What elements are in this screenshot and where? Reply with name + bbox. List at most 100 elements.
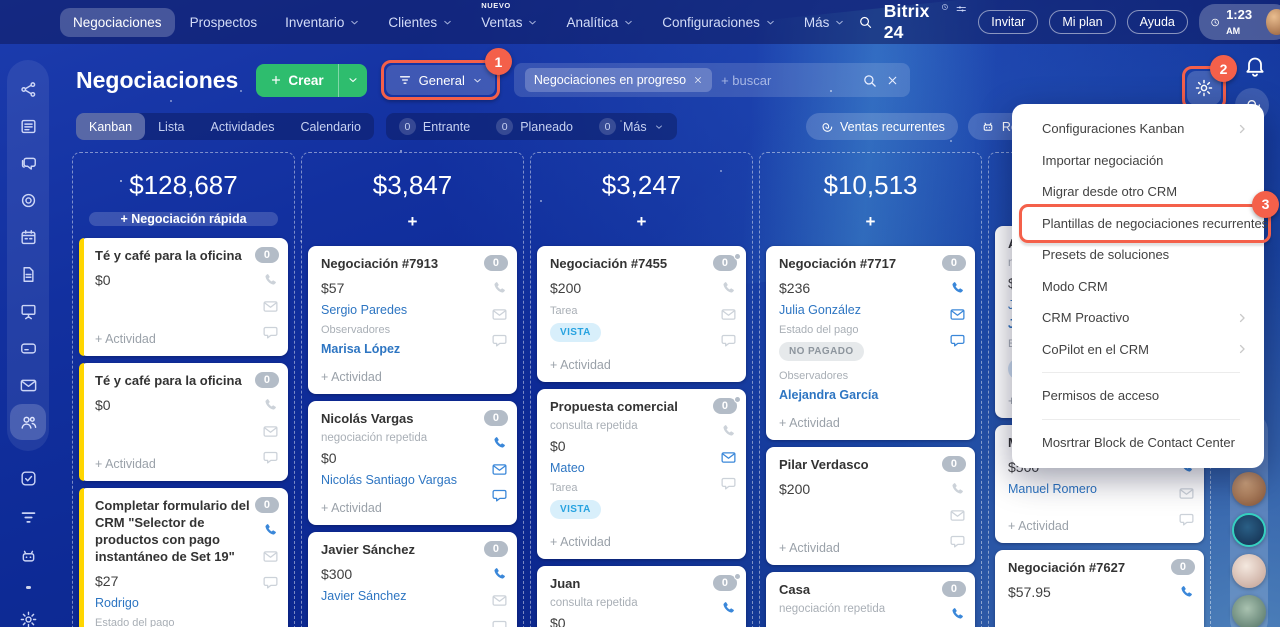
nav-inventario[interactable]: Inventario: [272, 8, 373, 37]
mail-icon[interactable]: [720, 449, 737, 466]
toolbar-ventas-recurrentes[interactable]: Ventas recurrentes: [806, 113, 958, 140]
deal-card[interactable]: Negociación #7455 $200 Tarea VISTA + Activid…: [537, 246, 746, 382]
menu-item-presets-de-soluciones[interactable]: Presets de soluciones: [1012, 239, 1264, 271]
add-activity-link[interactable]: + Actividad: [779, 540, 840, 555]
nav-analitica[interactable]: Analítica: [553, 8, 647, 37]
deal-card[interactable]: Nicolás Vargas negociación repetida $0 Nico…: [308, 400, 517, 525]
tab-lista[interactable]: Lista: [145, 113, 197, 140]
create-deal-button[interactable]: Crear: [256, 63, 367, 97]
menu-item-crm-proactivo[interactable]: CRM Proactivo: [1012, 302, 1264, 334]
search-icon[interactable]: [858, 13, 872, 31]
deal-card[interactable]: Javier Sánchez $300 Javier Sánchez 0: [308, 531, 517, 627]
mail-icon[interactable]: [491, 306, 508, 323]
add-activity-link[interactable]: + Actividad: [779, 415, 840, 430]
contact-link[interactable]: Nicolás Santiago Vargas: [321, 472, 457, 487]
help-button[interactable]: Ayuda: [1126, 10, 1188, 34]
deal-card[interactable]: Pilar Verdasco $200 + Actividad 0: [766, 446, 975, 565]
nav-clientes[interactable]: Clientes: [375, 8, 466, 37]
contact-link[interactable]: J: [1008, 317, 1168, 331]
sidebar-item-board[interactable]: [10, 293, 46, 329]
sidebar-item-document[interactable]: [10, 256, 46, 292]
sidebar-item-drive[interactable]: [10, 330, 46, 366]
nav-mas[interactable]: Más: [791, 8, 859, 37]
mail-icon[interactable]: [262, 298, 279, 315]
deal-card[interactable]: Té y café para la oficina $0 + Actividad 0: [79, 238, 288, 356]
quick-add-button[interactable]: +: [865, 212, 876, 231]
quick-deal-button[interactable]: + Negociación rápida: [89, 212, 278, 226]
sidebar-item-calendar[interactable]: [10, 219, 46, 255]
notifications-bell-icon[interactable]: [1243, 54, 1267, 78]
sidebar-item-funnel[interactable]: [10, 499, 46, 535]
chat-icon[interactable]: [491, 618, 508, 627]
phone-icon[interactable]: [1178, 584, 1195, 601]
sidebar-item-tasks[interactable]: [10, 460, 46, 496]
time-tracker-button[interactable]: 1:23 AM: [1198, 4, 1280, 40]
chat-icon[interactable]: [491, 332, 508, 349]
sidebar-item-chat2[interactable]: [10, 145, 46, 181]
deal-card[interactable]: Negociación #7717 $236 Julia González Estad…: [766, 246, 975, 440]
deal-card[interactable]: Casa negociación repetida 0: [766, 571, 975, 627]
phone-icon[interactable]: [262, 397, 279, 414]
sidebar-item-people[interactable]: [10, 404, 46, 440]
search-filter-bar[interactable]: Negociaciones en progreso + buscar: [513, 63, 910, 97]
contact-link[interactable]: Julia González: [779, 302, 861, 317]
tab-calendario[interactable]: Calendario: [287, 113, 373, 140]
chat-icon[interactable]: [949, 533, 966, 550]
sidebar-item-target[interactable]: [10, 182, 46, 218]
mail-icon[interactable]: [720, 306, 737, 323]
mail-icon[interactable]: [262, 548, 279, 565]
deal-card[interactable]: Juan consulta repetida $0 0: [537, 565, 746, 627]
sidebar-item-robot[interactable]: [10, 538, 46, 574]
search-clear-icon[interactable]: [886, 74, 899, 87]
mail-icon[interactable]: [491, 461, 508, 478]
quick-add-button[interactable]: +: [636, 212, 647, 231]
bitrix24-logo[interactable]: Bitrix 24: [884, 1, 968, 43]
mail-icon[interactable]: [491, 592, 508, 609]
tab-actividades[interactable]: Actividades: [198, 113, 288, 140]
sidebar-item-share[interactable]: [10, 71, 46, 107]
menu-item-copilot-en-el-crm[interactable]: CoPilot en el CRM: [1012, 334, 1264, 366]
phone-icon[interactable]: [949, 481, 966, 498]
filter-chip[interactable]: Negociaciones en progreso: [524, 68, 713, 92]
contact-link[interactable]: Alejandra García: [779, 387, 879, 402]
create-dropdown-arrow[interactable]: [339, 74, 367, 86]
deal-card[interactable]: Té y café para la oficina $0 + Actividad 0: [79, 363, 288, 481]
add-activity-link[interactable]: + Actividad: [321, 369, 382, 384]
edge-avatar-1[interactable]: [1232, 472, 1266, 506]
mail-icon[interactable]: [949, 507, 966, 524]
nav-prospectos[interactable]: Prospectos: [177, 8, 271, 37]
chat-icon[interactable]: [491, 487, 508, 504]
phone-icon[interactable]: [491, 280, 508, 297]
contact-link[interactable]: Marisa López: [321, 341, 401, 356]
phone-icon[interactable]: [262, 272, 279, 289]
menu-item-modo-crm[interactable]: Modo CRM: [1012, 271, 1264, 303]
menu-item-plantillas-de-negociaciones-recurrentes[interactable]: Plantillas de negociaciones recurrentes 3: [1012, 190, 1279, 243]
counter-mas[interactable]: 0 Más: [586, 113, 677, 140]
phone-icon[interactable]: [720, 423, 737, 440]
menu-item-mosrtrar-block-de-contact-center[interactable]: Mosrtrar Block de Contact Center: [1012, 427, 1264, 459]
sidebar-item-feed[interactable]: [10, 108, 46, 144]
phone-icon[interactable]: [262, 522, 279, 539]
mail-icon[interactable]: [262, 423, 279, 440]
chat-icon[interactable]: [720, 475, 737, 492]
user-avatar[interactable]: [1266, 9, 1280, 35]
add-activity-link[interactable]: + Actividad: [550, 357, 611, 372]
mail-icon[interactable]: [1178, 485, 1195, 502]
add-activity-link[interactable]: + Actividad: [95, 457, 156, 471]
chat-icon[interactable]: [262, 324, 279, 341]
chat-icon[interactable]: [262, 449, 279, 466]
add-activity-link[interactable]: + Actividad: [95, 332, 156, 346]
phone-icon[interactable]: [491, 435, 508, 452]
chat-icon[interactable]: [1178, 511, 1195, 528]
deal-card[interactable]: Negociación #7913 $57 Sergio Paredes Observ…: [308, 246, 517, 394]
deal-card[interactable]: Negociación #7627 $57.95 0: [995, 549, 1204, 627]
contact-link[interactable]: Rodrigo: [95, 595, 139, 610]
mail-icon[interactable]: [949, 306, 966, 323]
menu-item-permisos-de-acceso[interactable]: Permisos de acceso: [1012, 380, 1264, 412]
nav-configuraciones[interactable]: Configuraciones: [649, 8, 789, 37]
menu-item-migrar-desde-otro-crm[interactable]: Migrar desde otro CRM: [1012, 176, 1264, 208]
phone-icon[interactable]: [949, 280, 966, 297]
contact-link[interactable]: Manuel Romero: [1008, 481, 1097, 496]
chat-icon[interactable]: [949, 332, 966, 349]
filter-general-button[interactable]: General: [385, 65, 495, 95]
